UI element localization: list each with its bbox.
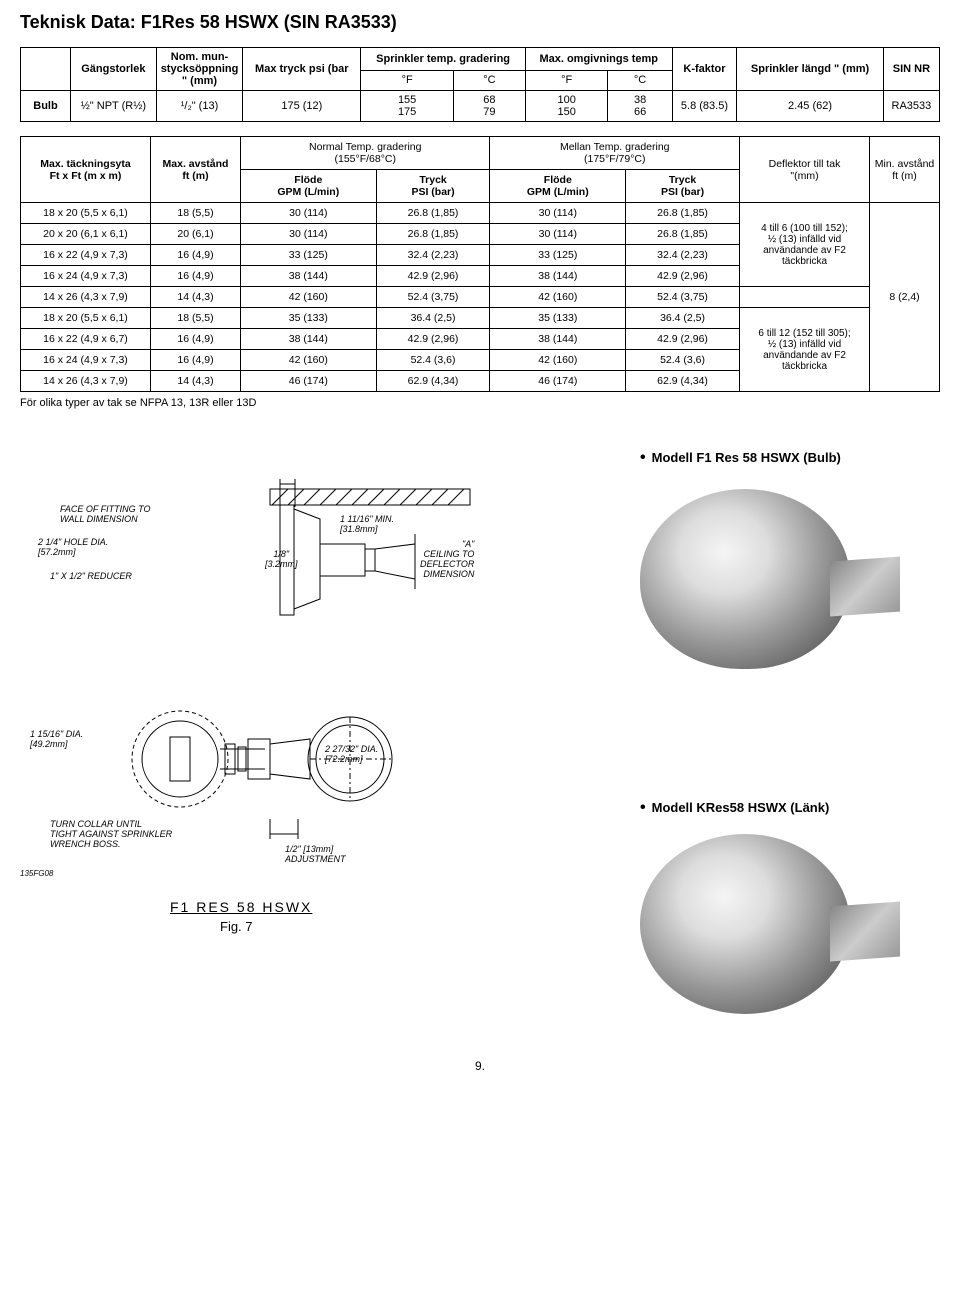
cell-temp-f: 155 175: [361, 91, 454, 122]
cell-amb-f: 100 150: [525, 91, 608, 122]
th-sin: SIN NR: [883, 48, 939, 91]
th-length: Sprinkler längd " (mm): [737, 48, 884, 91]
cell-maxpress: 175 (12): [243, 91, 361, 122]
deflector-plate-icon: [830, 902, 900, 962]
th-orifice: Nom. mun-stycksöppning " (mm): [156, 48, 243, 91]
cell-temp-c: 68 79: [453, 91, 525, 122]
dim-18: 1/8" [3.2mm]: [265, 549, 298, 569]
unit-f: °F: [361, 70, 454, 90]
dim-115: 1 15/16" DIA. [49.2mm]: [30, 729, 83, 749]
dim-227: 2 27/32" DIA. [72.2mm]: [325, 744, 378, 764]
th-flow: Flöde GPM (L/min): [241, 170, 377, 203]
table-row: 18 x 20 (5,5 x 6,1) 18 (5,5) 30 (114) 26…: [21, 203, 940, 224]
cell-thread: ½" NPT (R½): [71, 91, 157, 122]
th-kfactor: K-faktor: [672, 48, 737, 91]
figure-area: Modell F1 Res 58 HSWX (Bulb) Modell KRes…: [20, 449, 940, 1049]
th-thread: Gängstorlek: [71, 48, 157, 91]
th-maxpress: Max tryck psi (bar: [243, 48, 361, 91]
th-amb-temp: Max. omgivnings temp: [525, 48, 672, 71]
unit-f: °F: [525, 70, 608, 90]
spec-summary-table: Gängstorlek Nom. mun-stycksöppning " (mm…: [20, 47, 940, 122]
fig-ref: 135FG08: [20, 869, 53, 878]
dim-face: FACE OF FITTING TO WALL DIMENSION: [60, 504, 151, 524]
unit-c: °C: [608, 70, 672, 90]
table-row: Bulb ½" NPT (R½) ¹/₂" (13) 175 (12) 155 …: [21, 91, 940, 122]
th-flow: Flöde GPM (L/min): [490, 170, 626, 203]
dim-turn: TURN COLLAR UNTIL TIGHT AGAINST SPRINKLE…: [50, 819, 172, 849]
dim-a: "A" CEILING TO DEFLECTOR DIMENSION: [420, 539, 474, 579]
cell-amb-c: 38 66: [608, 91, 672, 122]
deflector-plate-icon: [830, 557, 900, 617]
cell-sin: RA3533: [883, 91, 939, 122]
figure-caption: F1 RES 58 HSWX: [170, 899, 312, 915]
deflector-note: 6 till 12 (152 till 305); ½ (13) infälld…: [740, 308, 870, 392]
table-row: 18 x 20 (5,5 x 6,1)18 (5,5)35 (133)36.4 …: [21, 308, 940, 329]
th-normal: Normal Temp. gradering (155°F/68°C): [241, 137, 490, 170]
page-title: Teknisk Data: F1Res 58 HSWX (SIN RA3533): [20, 12, 940, 33]
th-mindist: Min. avstånd ft (m): [870, 137, 940, 203]
th-mellan: Mellan Temp. gradering (175°F/79°C): [490, 137, 740, 170]
dim-adj: 1/2" [13mm] ADJUSTMENT: [285, 844, 346, 864]
cell-length: 2.45 (62): [737, 91, 884, 122]
th-deflector: Deflektor till tak "(mm): [740, 137, 870, 203]
table-row: 14 x 26 (4,3 x 7,9)14 (4,3)42 (160)52.4 …: [21, 287, 940, 308]
cell-type: Bulb: [21, 91, 71, 122]
th-press: Tryck PSI (bar): [626, 170, 740, 203]
mindist-value: 8 (2,4): [870, 203, 940, 392]
th-temp-grade: Sprinkler temp. gradering: [361, 48, 525, 71]
deflector-note: 4 till 6 (100 till 152); ½ (13) infälld …: [740, 203, 870, 287]
model-label-bulb: Modell F1 Res 58 HSWX (Bulb): [640, 449, 841, 467]
th-maxdist: Max. avstånd ft (m): [151, 137, 241, 203]
product-photo-link: [640, 834, 850, 1014]
cell-orifice: ¹/₂" (13): [156, 91, 243, 122]
product-photo-bulb: [640, 489, 850, 669]
th-press: Tryck PSI (bar): [376, 170, 490, 203]
unit-c: °C: [453, 70, 525, 90]
dim-111: 1 11/16" MIN. [31.8mm]: [340, 514, 394, 534]
model-label-link: Modell KRes58 HSWX (Länk): [640, 799, 829, 817]
cell-kfactor: 5.8 (83.5): [672, 91, 737, 122]
table-footnote: För olika typer av tak se NFPA 13, 13R e…: [20, 397, 940, 409]
coverage-table: Max. täckningsyta Ft x Ft (m x m) Max. a…: [20, 136, 940, 392]
figure-number: Fig. 7: [220, 919, 253, 934]
dim-reducer: 1" X 1/2" REDUCER: [50, 571, 132, 581]
page-number: 9.: [20, 1059, 940, 1073]
dim-hole: 2 1/4" HOLE DIA. [57.2mm]: [38, 537, 108, 557]
th-coverage: Max. täckningsyta Ft x Ft (m x m): [21, 137, 151, 203]
